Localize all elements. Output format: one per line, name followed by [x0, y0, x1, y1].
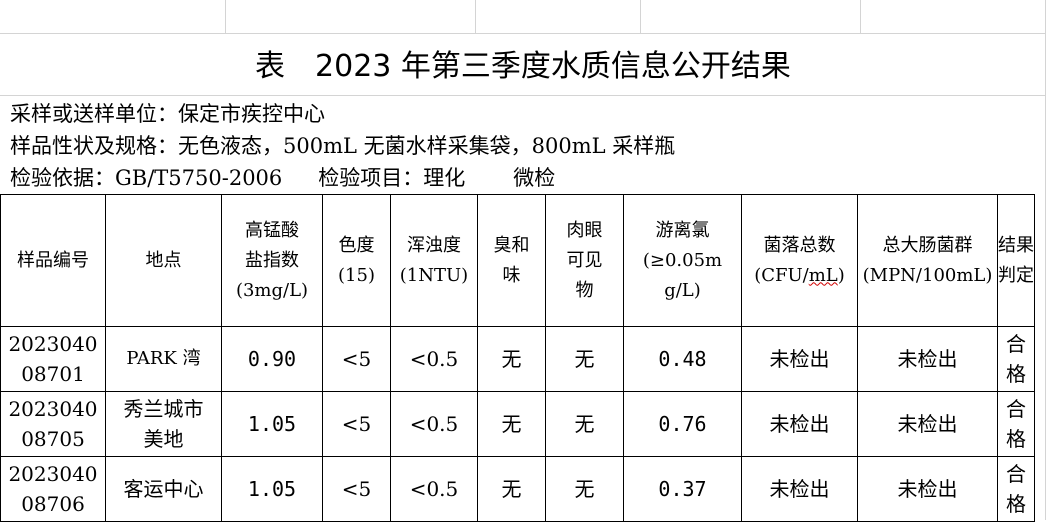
cell-chlorine: 0.48 — [623, 326, 742, 392]
cell-color: <5 — [322, 326, 391, 392]
header-free-chlorine: 游离氯 (≥0.05m g/L) — [623, 194, 742, 327]
cell-color: <5 — [322, 456, 391, 522]
sampling-unit-line: 采样或送样单位：保定市疾控中心 — [10, 99, 325, 129]
header-total-coliform: 总大肠菌群 (MPN/100mL) — [857, 194, 998, 327]
document-title: 表 2023 年第三季度水质信息公开结果 — [0, 44, 1046, 90]
cell-verdict: 合格 — [997, 391, 1035, 457]
basis-line: 检验依据：GB/T5750-2006 检验项目：理化 微检 — [10, 163, 555, 193]
cell-location: 客运中心 — [105, 456, 222, 522]
cell-visible: 无 — [545, 326, 624, 392]
cell-location: PARK 湾 — [105, 326, 222, 392]
cell-sample-no: 2023040 08706 — [0, 456, 106, 522]
header-color: 色度 (15) — [322, 194, 391, 327]
header-sample-no: 样品编号 — [0, 194, 106, 327]
cell-colony: 未检出 — [741, 326, 858, 392]
header-permanganate: 高锰酸 盐指数 (3mg/L) — [221, 194, 323, 327]
item-micro: 微检 — [513, 166, 556, 190]
cell-chlorine: 0.37 — [623, 456, 742, 522]
cell-coliform: 未检出 — [857, 391, 998, 457]
cell-coliform: 未检出 — [857, 326, 998, 392]
cell-sample-no: 2023040 08705 — [0, 391, 106, 457]
cell-turbidity: <0.5 — [390, 326, 478, 392]
header-colony-count: 菌落总数 (CFU/mL) — [741, 194, 858, 327]
cell-odor: 无 — [477, 391, 546, 457]
cell-visible: 无 — [545, 391, 624, 457]
cell-odor: 无 — [477, 456, 546, 522]
header-location: 地点 — [105, 194, 222, 327]
results-table: 样品编号 地点 高锰酸 盐指数 (3mg/L) 色度 (15) 浑浊度 (1NT… — [0, 194, 1035, 522]
cell-turbidity: <0.5 — [390, 391, 478, 457]
header-turbidity: 浑浊度 (1NTU) — [390, 194, 478, 327]
gridline — [0, 95, 1046, 96]
cell-chlorine: 0.76 — [623, 391, 742, 457]
title-text: 2023 年第三季度水质信息公开结果 — [315, 49, 791, 84]
item-physchem: 理化 — [423, 166, 466, 190]
basis-value: GB/T5750-2006 — [115, 166, 283, 190]
basis-label: 检验依据： — [10, 166, 115, 190]
cell-visible: 无 — [545, 456, 624, 522]
gridline — [0, 33, 1046, 34]
cell-location: 秀兰城市 美地 — [105, 391, 222, 457]
table-header-row: 样品编号 地点 高锰酸 盐指数 (3mg/L) 色度 (15) 浑浊度 (1NT… — [0, 194, 1035, 327]
sample-spec-label: 样品性状及规格： — [10, 134, 178, 158]
table-row: 2023040 08701 PARK 湾 0.90 <5 <0.5 无 无 0.4… — [0, 326, 1035, 392]
cell-sample-no: 2023040 08701 — [0, 326, 106, 392]
header-verdict: 结果判定 — [997, 194, 1035, 327]
title-prefix: 表 — [255, 49, 286, 84]
cell-permanganate: 1.05 — [221, 456, 323, 522]
sample-spec-line: 样品性状及规格：无色液态，500mL 无菌水样采集袋，800mL 采样瓶 — [10, 131, 675, 161]
sample-spec-value: 无色液态，500mL 无菌水样采集袋，800mL 采样瓶 — [178, 134, 676, 158]
cell-colony: 未检出 — [741, 456, 858, 522]
table-row: 2023040 08705 秀兰城市 美地 1.05 <5 <0.5 无 无 0.7… — [0, 391, 1035, 457]
cell-permanganate: 0.90 — [221, 326, 323, 392]
cell-odor: 无 — [477, 326, 546, 392]
cell-colony: 未检出 — [741, 391, 858, 457]
gridline — [860, 0, 861, 34]
items-label: 检验项目： — [318, 166, 424, 190]
cell-verdict: 合格 — [997, 456, 1035, 522]
sampling-unit-label: 采样或送样单位： — [10, 102, 178, 126]
cell-color: <5 — [322, 391, 391, 457]
gridline — [475, 0, 476, 34]
cell-verdict: 合格 — [997, 326, 1035, 392]
header-odor: 臭和 味 — [477, 194, 546, 327]
cell-coliform: 未检出 — [857, 456, 998, 522]
sampling-unit-value: 保定市疾控中心 — [178, 102, 325, 126]
gridline — [640, 0, 641, 34]
header-visible-matter: 肉眼 可见 物 — [545, 194, 624, 327]
table-row: 2023040 08706 客运中心 1.05 <5 <0.5 无 无 0.37 … — [0, 456, 1035, 522]
gridline — [225, 0, 226, 34]
cell-permanganate: 1.05 — [221, 391, 323, 457]
cell-turbidity: <0.5 — [390, 456, 478, 522]
